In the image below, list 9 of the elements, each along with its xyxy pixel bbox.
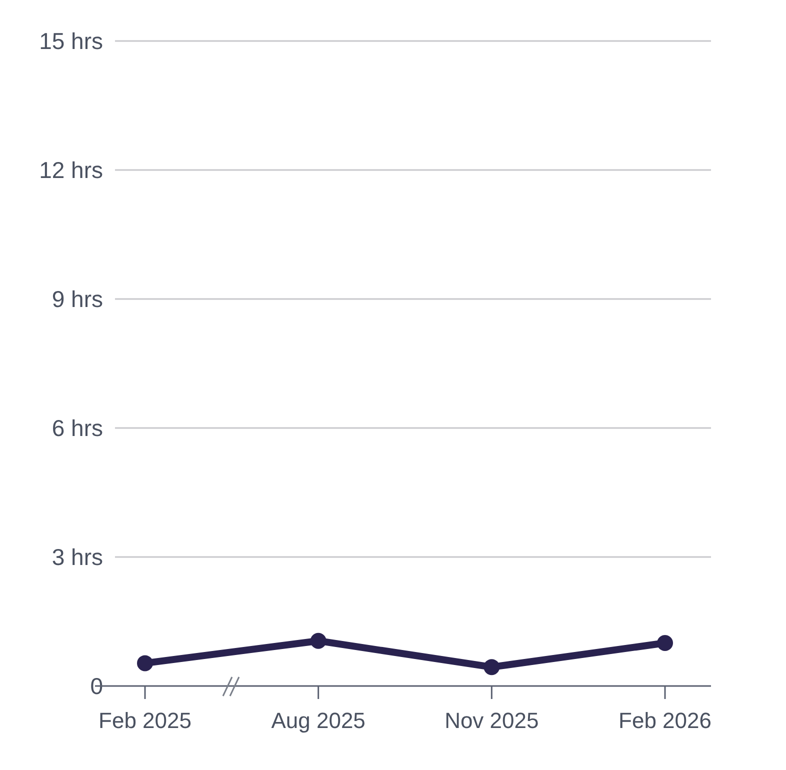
y-tick-label: 12 hrs xyxy=(39,157,103,184)
y-tick-label: 3 hrs xyxy=(52,544,103,570)
y-tick-label: 6 hrs xyxy=(52,415,103,442)
y-tick-label: 9 hrs xyxy=(52,286,103,312)
y-tick-label: 15 hrs xyxy=(39,28,103,54)
x-tick-label: Aug 2025 xyxy=(271,708,366,733)
x-tick-label: Feb 2026 xyxy=(618,708,712,733)
x-tick-label: Feb 2025 xyxy=(98,708,192,733)
x-tick-label: Nov 2025 xyxy=(444,708,539,733)
